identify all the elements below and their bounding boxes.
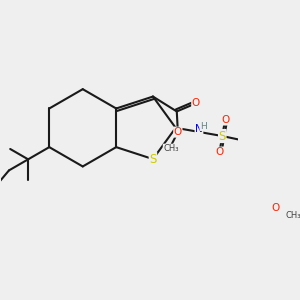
Text: O: O xyxy=(271,203,279,213)
Text: CH₃: CH₃ xyxy=(163,144,179,153)
Text: O: O xyxy=(221,115,229,125)
Text: N: N xyxy=(195,124,203,134)
Text: O: O xyxy=(192,98,200,108)
Text: S: S xyxy=(149,153,157,166)
Text: CH₃: CH₃ xyxy=(285,211,300,220)
Text: O: O xyxy=(174,127,182,137)
Text: O: O xyxy=(215,147,223,157)
Text: H: H xyxy=(200,122,207,130)
Text: S: S xyxy=(219,130,226,142)
